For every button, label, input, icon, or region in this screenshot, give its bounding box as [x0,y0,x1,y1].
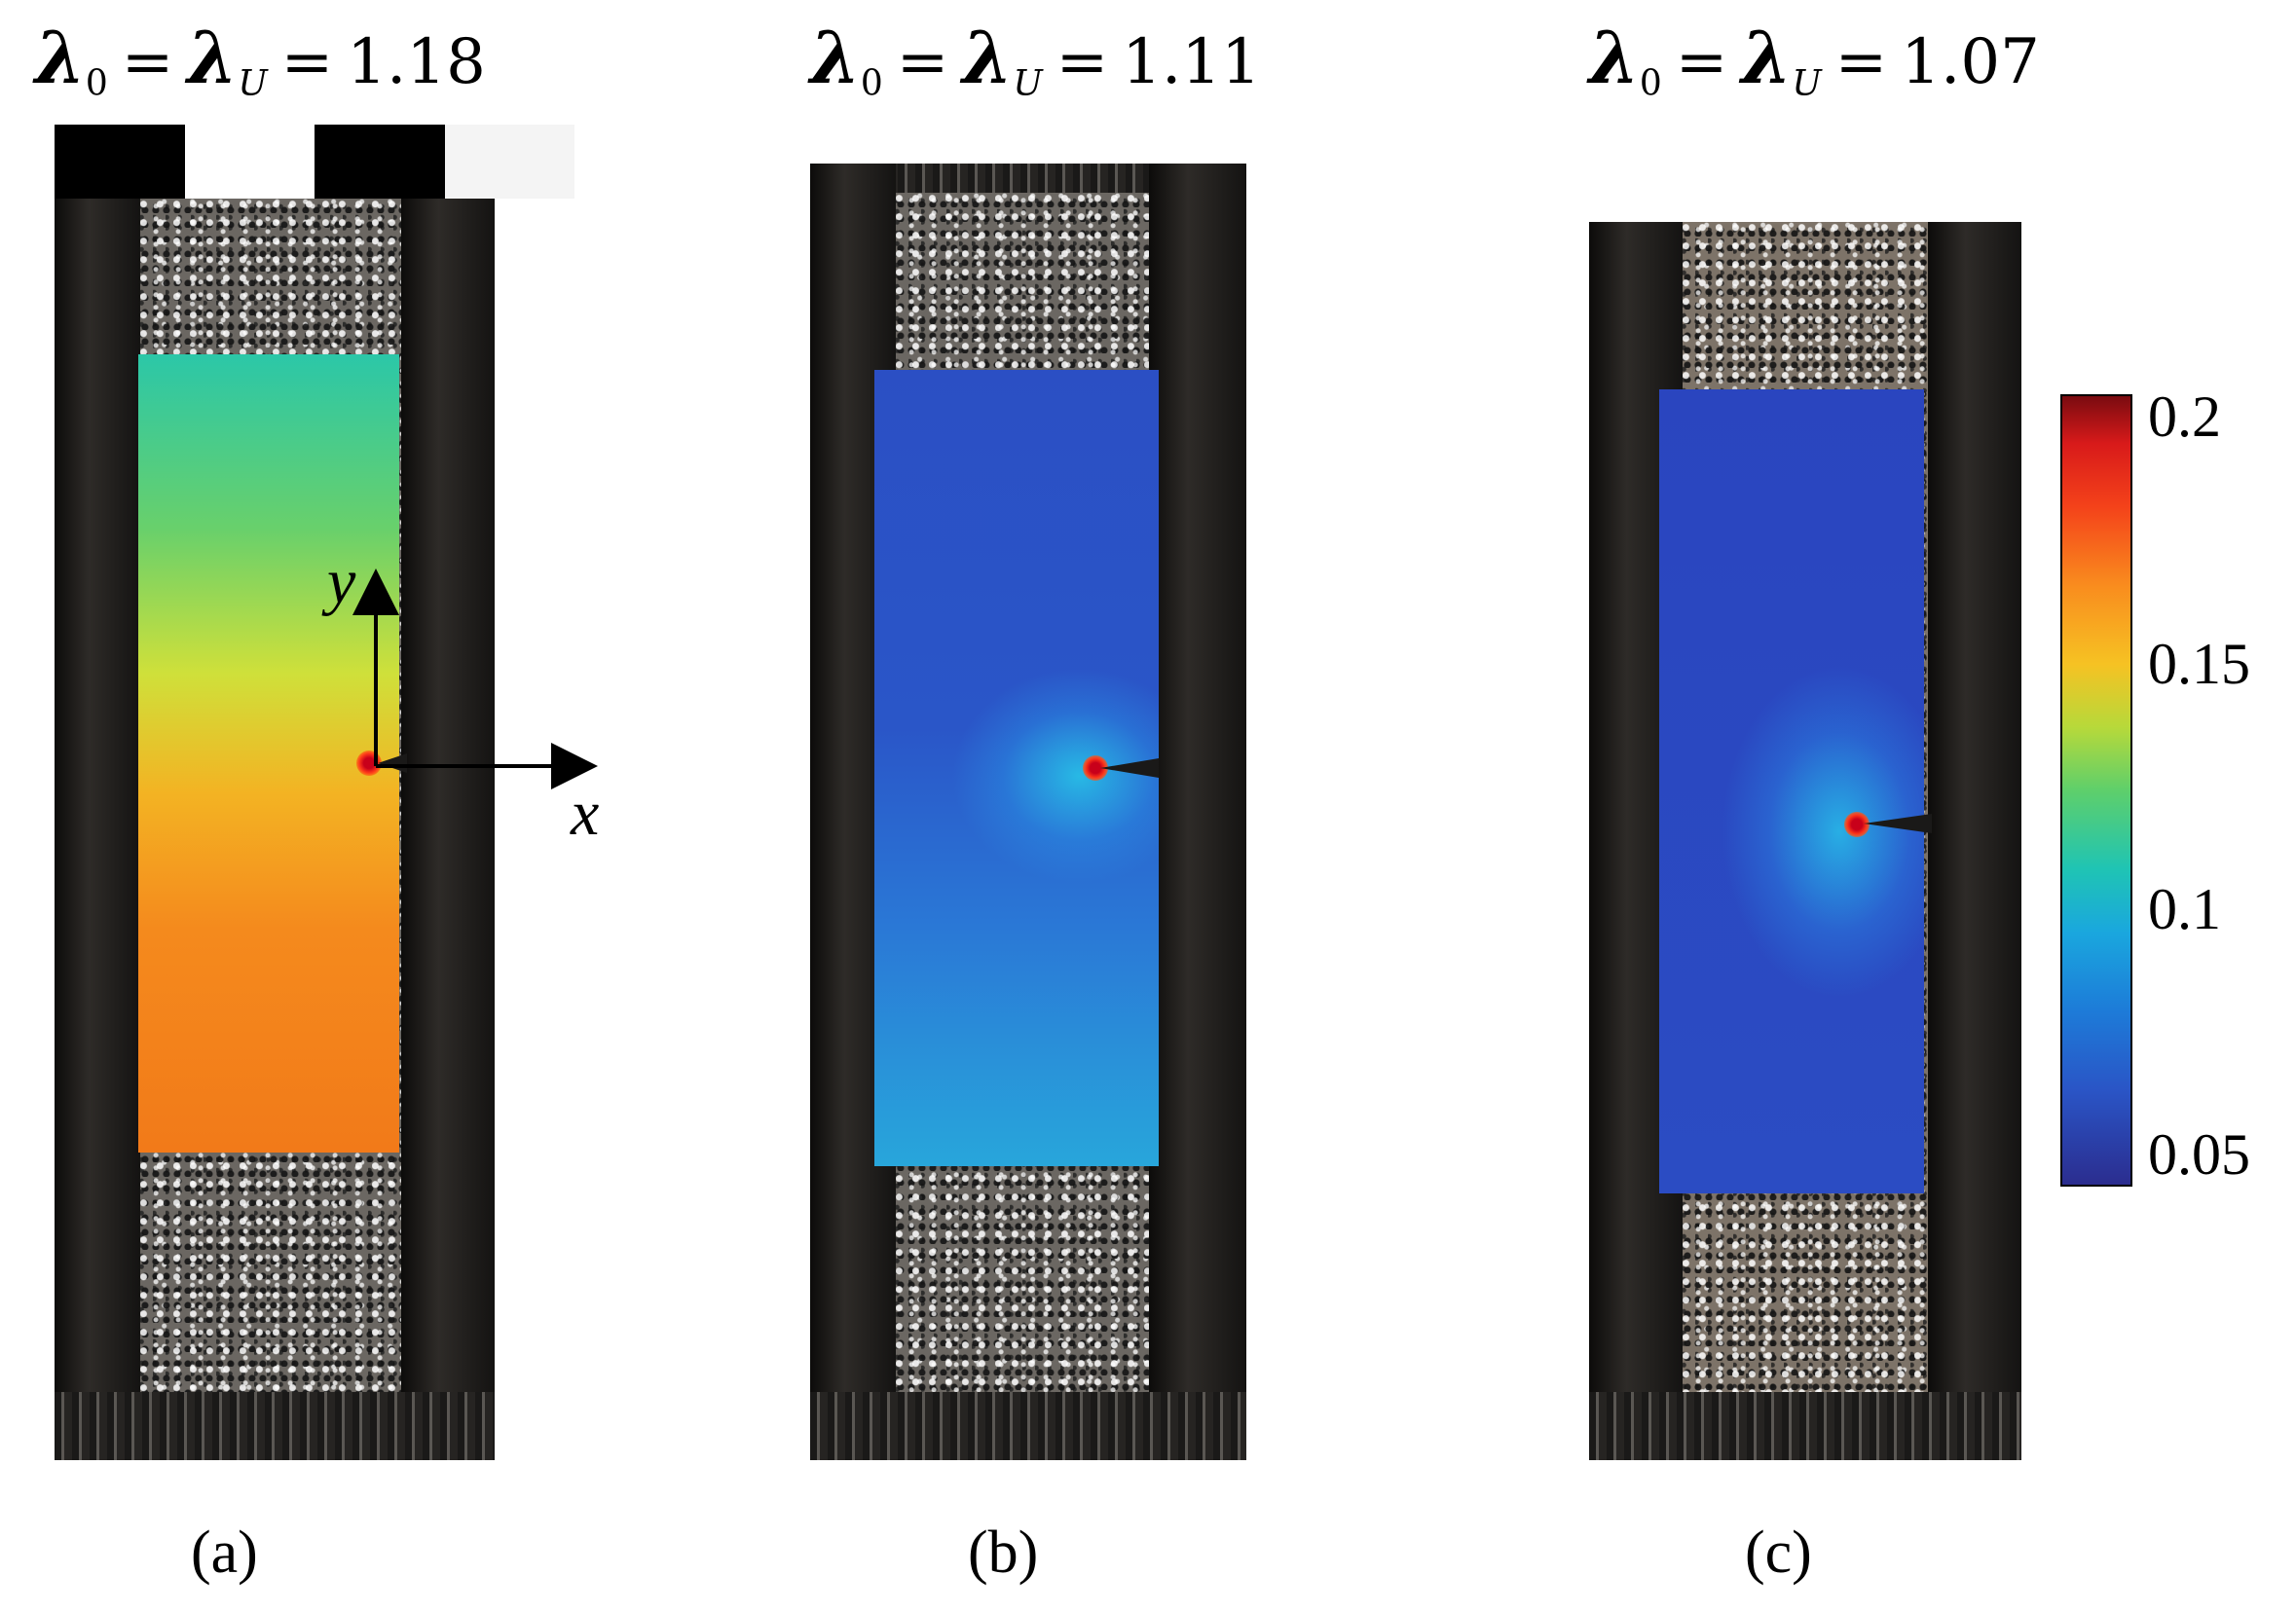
panel-c-title: λ0 = λU = 1.07 [1589,17,2040,104]
lambda-symbol: λ [35,17,86,100]
scale-bar [55,125,574,199]
subscript-zero: 0 [860,63,883,104]
lambda-symbol: λ [1741,17,1793,100]
colorbar-tick-label: 0.15 [2148,632,2250,696]
y-axis-label: y [327,546,356,617]
subscript-zero: 0 [1639,63,1662,104]
strain-field-a [138,354,399,1153]
panel-a-caption: (a) [191,1520,258,1586]
panel-c-caption: (c) [1745,1520,1812,1586]
colorbar-tick-label: 0.2 [2148,385,2221,449]
lambda-symbol: λ [810,17,861,100]
specimen-photo-b [810,164,1246,1460]
colorbar-tick-label: 0.05 [2148,1122,2250,1187]
subscript-u: U [1792,63,1822,104]
panel-b-caption: (b) [968,1520,1039,1586]
stretch-value: 1.07 [1901,26,2040,98]
crack-tip-hotspot [1844,812,1870,837]
x-axis-label: x [571,778,600,849]
subscript-u: U [238,63,268,104]
stretch-value: 1.18 [347,26,486,98]
specimen-photo-a [55,199,495,1460]
panel-a-title: λ0 = λU = 1.18 [35,17,486,104]
subscript-zero: 0 [85,63,108,104]
lambda-symbol: λ [1589,17,1640,100]
stretch-value: 1.11 [1122,26,1261,98]
colorbar-tick-label: 0.1 [2148,877,2221,941]
subscript-u: U [1013,63,1043,104]
lambda-symbol: λ [187,17,239,100]
strain-field-c [1659,389,1924,1193]
lambda-symbol: λ [962,17,1014,100]
strain-colorbar [2060,394,2132,1187]
panel-b-title: λ0 = λU = 1.11 [810,17,1261,104]
specimen-photo-c [1589,222,2021,1460]
